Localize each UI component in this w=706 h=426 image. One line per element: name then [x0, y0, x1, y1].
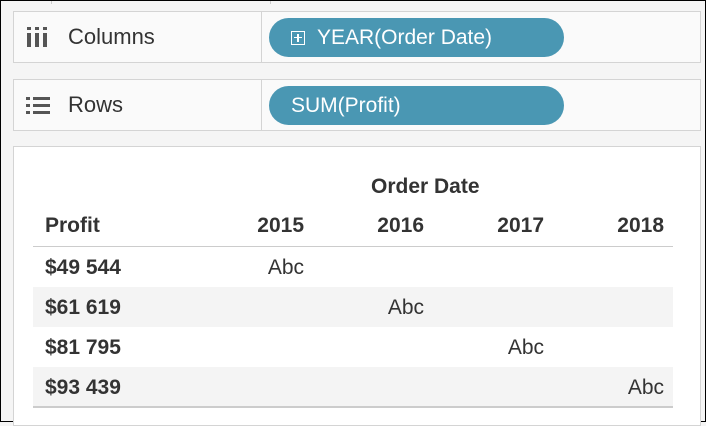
year-order-date-pill[interactable]: YEAR(Order Date) [269, 18, 564, 57]
abc-mark[interactable]: Abc [507, 336, 544, 359]
expand-plus-icon[interactable] [291, 30, 305, 45]
table-row[interactable]: $49 544 Abc [33, 247, 673, 287]
rows-list-icon [26, 96, 50, 114]
columns-label: Columns [68, 24, 155, 49]
sum-profit-pill[interactable]: SUM(Profit) [269, 86, 564, 125]
year-header: 2017 [497, 214, 544, 237]
row-header: Profit [45, 214, 100, 237]
abc-mark[interactable]: Abc [387, 296, 424, 319]
profit-value: $49 544 [45, 256, 121, 279]
table-row[interactable]: $61 619 Abc [33, 287, 673, 327]
table-row[interactable]: $93 439 Abc [33, 367, 673, 407]
profit-value: $61 619 [45, 296, 121, 319]
columns-icon [26, 26, 50, 48]
year-header: 2015 [257, 214, 304, 237]
divider [51, 1, 52, 4]
pill-label: YEAR(Order Date) [317, 25, 493, 49]
divider [270, 1, 271, 4]
year-header: 2018 [617, 214, 664, 237]
pill-label: SUM(Profit) [291, 93, 401, 117]
rows-label: Rows [68, 92, 124, 117]
rows-shelf-label: Rows [14, 80, 262, 130]
column-group-header: Order Date [371, 175, 480, 198]
abc-mark[interactable]: Abc [267, 256, 304, 279]
columns-shelf-label: Columns [14, 12, 262, 62]
columns-shelf: Columns YEAR(Order Date) [13, 11, 701, 63]
year-header: 2016 [377, 214, 424, 237]
profit-value: $81 795 [45, 336, 121, 359]
profit-value: $93 439 [45, 376, 121, 399]
header-rule [33, 246, 673, 247]
abc-mark[interactable]: Abc [627, 376, 664, 399]
table-row[interactable]: $81 795 Abc [33, 327, 673, 367]
view-panel: Order Date Profit 2015 2016 2017 2018 $4… [13, 146, 701, 426]
rows-shelf: Rows SUM(Profit) [13, 79, 701, 131]
bottom-rule [33, 406, 673, 408]
